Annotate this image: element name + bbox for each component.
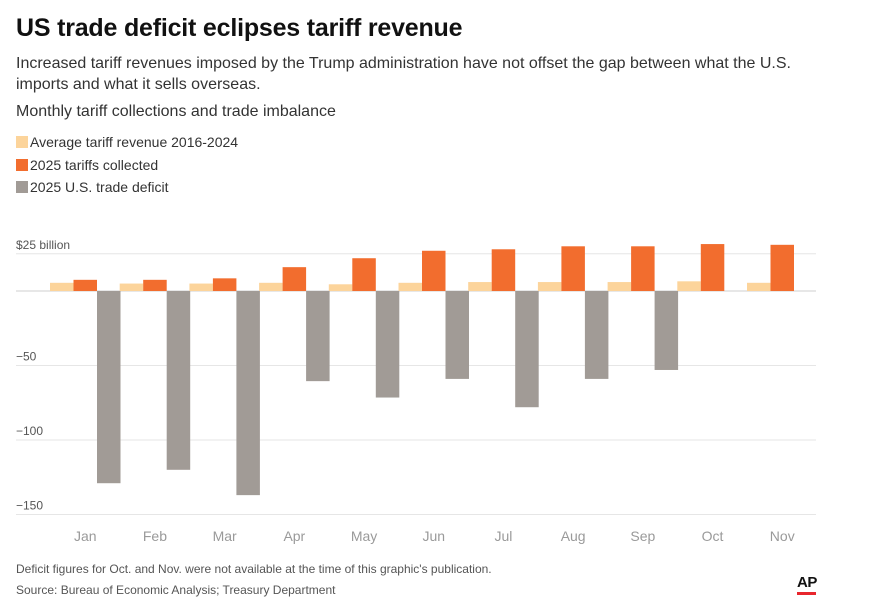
bar-trade-deficit: [236, 291, 260, 496]
bar-2025-tariff: [422, 250, 446, 291]
legend-item-trade-deficit: 2025 U.S. trade deficit: [16, 176, 238, 199]
bar-2025-tariff: [491, 249, 516, 291]
bar-average-tariff: [537, 282, 562, 291]
bar-average-tariff: [607, 282, 632, 291]
ap-logo: AP: [797, 574, 817, 591]
x-tick-label: May: [351, 528, 377, 544]
bar-average-tariff: [398, 282, 422, 291]
x-tick-label: Jun: [422, 528, 445, 544]
x-tick-label: Jan: [74, 528, 97, 544]
footnote: Deficit figures for Oct. and Nov. were n…: [16, 562, 492, 576]
bar-trade-deficit: [654, 291, 679, 370]
legend-label-trade-deficit: 2025 U.S. trade deficit: [30, 179, 169, 196]
y-tick-label: −150: [16, 499, 43, 513]
legend-item-2025-tariffs: 2025 tariffs collected: [16, 154, 238, 177]
bar-average-tariff: [119, 283, 144, 291]
bar-trade-deficit: [445, 291, 469, 379]
legend: Average tariff revenue 2016-2024 2025 ta…: [16, 131, 238, 199]
bar-average-tariff: [468, 282, 492, 291]
bar-average-tariff: [747, 282, 771, 291]
bar-2025-tariff: [143, 279, 167, 291]
y-tick-label: −100: [16, 424, 43, 438]
bar-average-tariff: [677, 281, 701, 291]
chart-title: US trade deficit eclipses tariff revenue: [16, 14, 463, 42]
bar-average-tariff: [189, 283, 213, 291]
x-tick-label: Sep: [630, 528, 655, 544]
y-tick-label: $25 billion: [16, 238, 70, 252]
bar-average-tariff: [50, 282, 74, 291]
bar-chart: $25 billion −50 −100 −150 Jan Feb Mar Apr May Jun…: [16, 238, 816, 544]
x-tick-label: Aug: [561, 528, 586, 544]
legend-label-2025-tariffs: 2025 tariffs collected: [30, 156, 159, 173]
bar-2025-tariff: [73, 279, 97, 291]
bar-average-tariff: [328, 284, 353, 291]
bar-2025-tariff: [770, 244, 794, 291]
bar-trade-deficit: [515, 291, 539, 408]
x-tick-label: Mar: [213, 528, 237, 544]
legend-swatch-average-tariff: [16, 136, 28, 149]
legend-item-average-tariff: Average tariff revenue 2016-2024: [16, 131, 238, 154]
bar-2025-tariff: [352, 258, 376, 291]
chart-subtitle: Increased tariff revenues imposed by the…: [16, 55, 791, 93]
bar-2025-tariff: [212, 278, 237, 291]
x-tick-label: Apr: [283, 528, 305, 544]
bar-2025-tariff: [561, 246, 585, 291]
legend-swatch-2025-tariffs: [16, 158, 28, 171]
bar-average-tariff: [259, 282, 283, 291]
bar-2025-tariff: [700, 244, 725, 291]
x-tick-label: Nov: [770, 528, 795, 544]
bar-trade-deficit: [306, 291, 330, 382]
x-tick-label: Oct: [702, 528, 724, 544]
x-tick-label: Feb: [143, 528, 167, 544]
legend-swatch-trade-deficit: [16, 181, 28, 194]
y-tick-label: −50: [16, 350, 37, 364]
chart-section-title: Monthly tariff collections and trade imb…: [16, 103, 336, 120]
source-line: Source: Bureau of Economic Analysis; Tre…: [16, 583, 336, 597]
legend-label-average-tariff: Average tariff revenue 2016-2024: [30, 134, 239, 151]
bar-trade-deficit: [97, 291, 121, 484]
x-tick-label: Jul: [494, 528, 512, 544]
bar-trade-deficit: [375, 291, 400, 398]
bar-trade-deficit: [166, 291, 191, 470]
bar-trade-deficit: [584, 291, 609, 379]
ap-logo-underline: [797, 592, 816, 595]
bar-2025-tariff: [282, 267, 307, 291]
bar-2025-tariff: [631, 246, 655, 291]
